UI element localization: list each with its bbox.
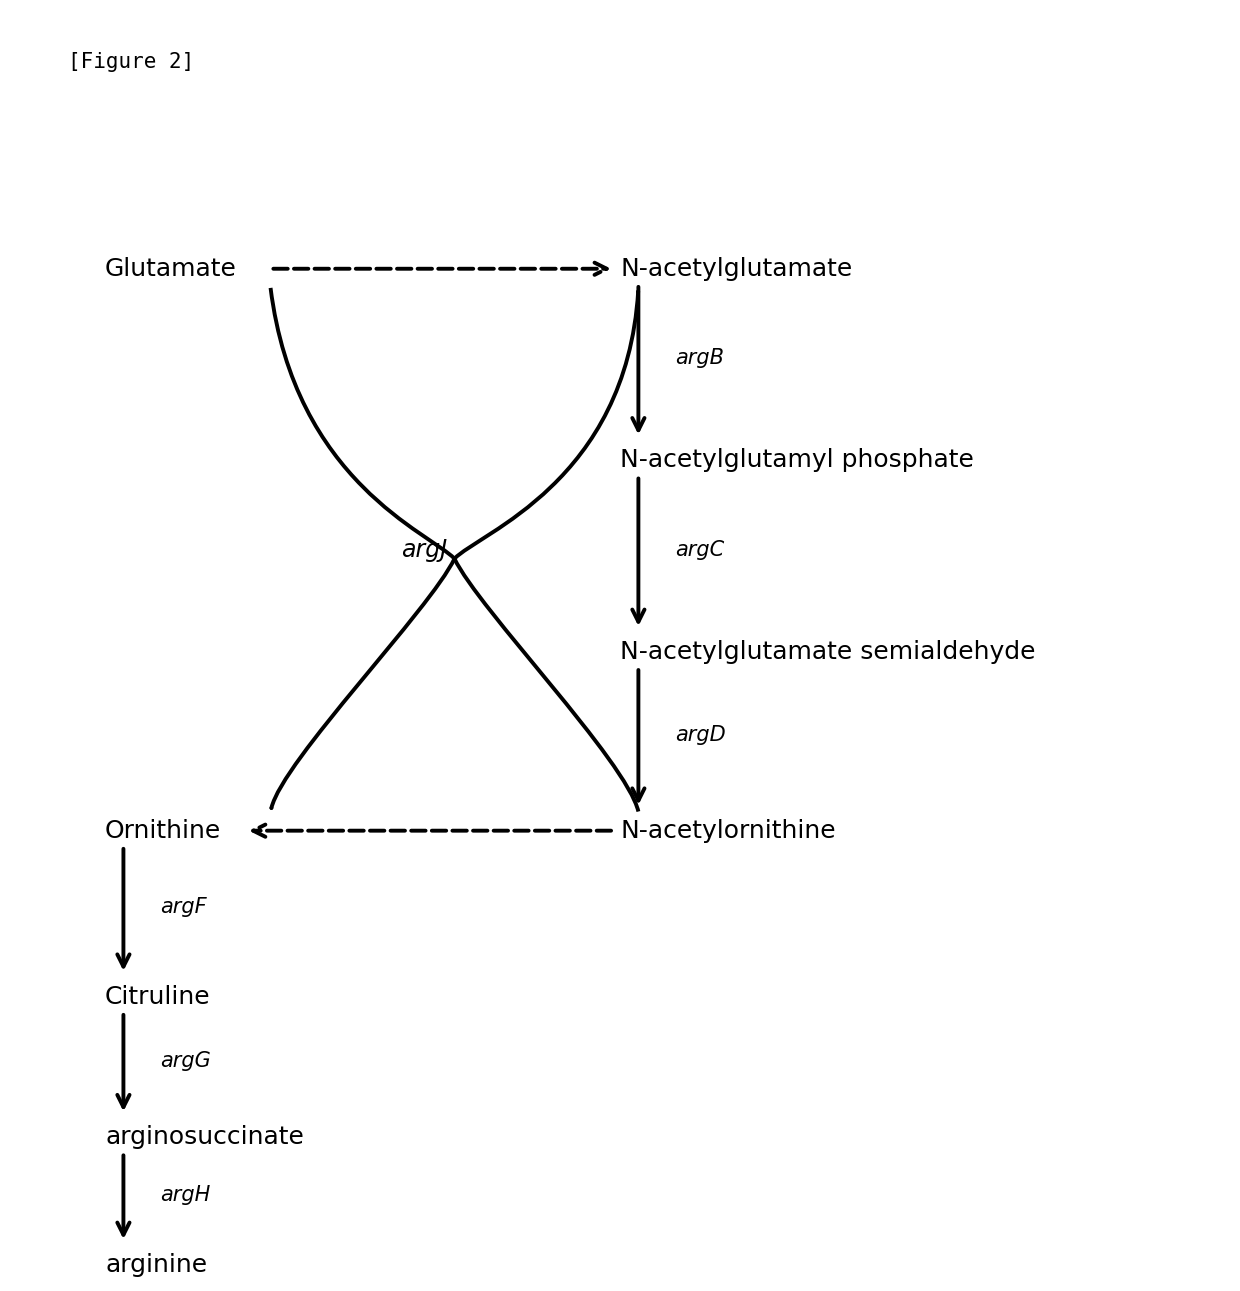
Text: argD: argD bbox=[675, 726, 725, 745]
Text: [Figure 2]: [Figure 2] bbox=[68, 52, 195, 71]
Text: N-acetylornithine: N-acetylornithine bbox=[620, 818, 836, 843]
Text: Citruline: Citruline bbox=[105, 985, 211, 1008]
Text: argJ: argJ bbox=[401, 538, 446, 562]
FancyArrowPatch shape bbox=[455, 292, 639, 559]
Text: N-acetylglutamyl phosphate: N-acetylglutamyl phosphate bbox=[620, 448, 973, 473]
Text: argH: argH bbox=[160, 1185, 211, 1205]
Text: argC: argC bbox=[675, 540, 724, 560]
Text: arginine: arginine bbox=[105, 1252, 207, 1277]
Text: argG: argG bbox=[160, 1051, 211, 1070]
Text: argB: argB bbox=[675, 349, 724, 368]
Text: argF: argF bbox=[160, 897, 207, 918]
Text: arginosuccinate: arginosuccinate bbox=[105, 1126, 304, 1149]
Text: Glutamate: Glutamate bbox=[105, 257, 237, 280]
Text: N-acetylglutamate semialdehyde: N-acetylglutamate semialdehyde bbox=[620, 640, 1035, 664]
FancyArrowPatch shape bbox=[272, 559, 455, 808]
Text: Ornithine: Ornithine bbox=[105, 818, 221, 843]
Text: N-acetylglutamate: N-acetylglutamate bbox=[620, 257, 852, 280]
